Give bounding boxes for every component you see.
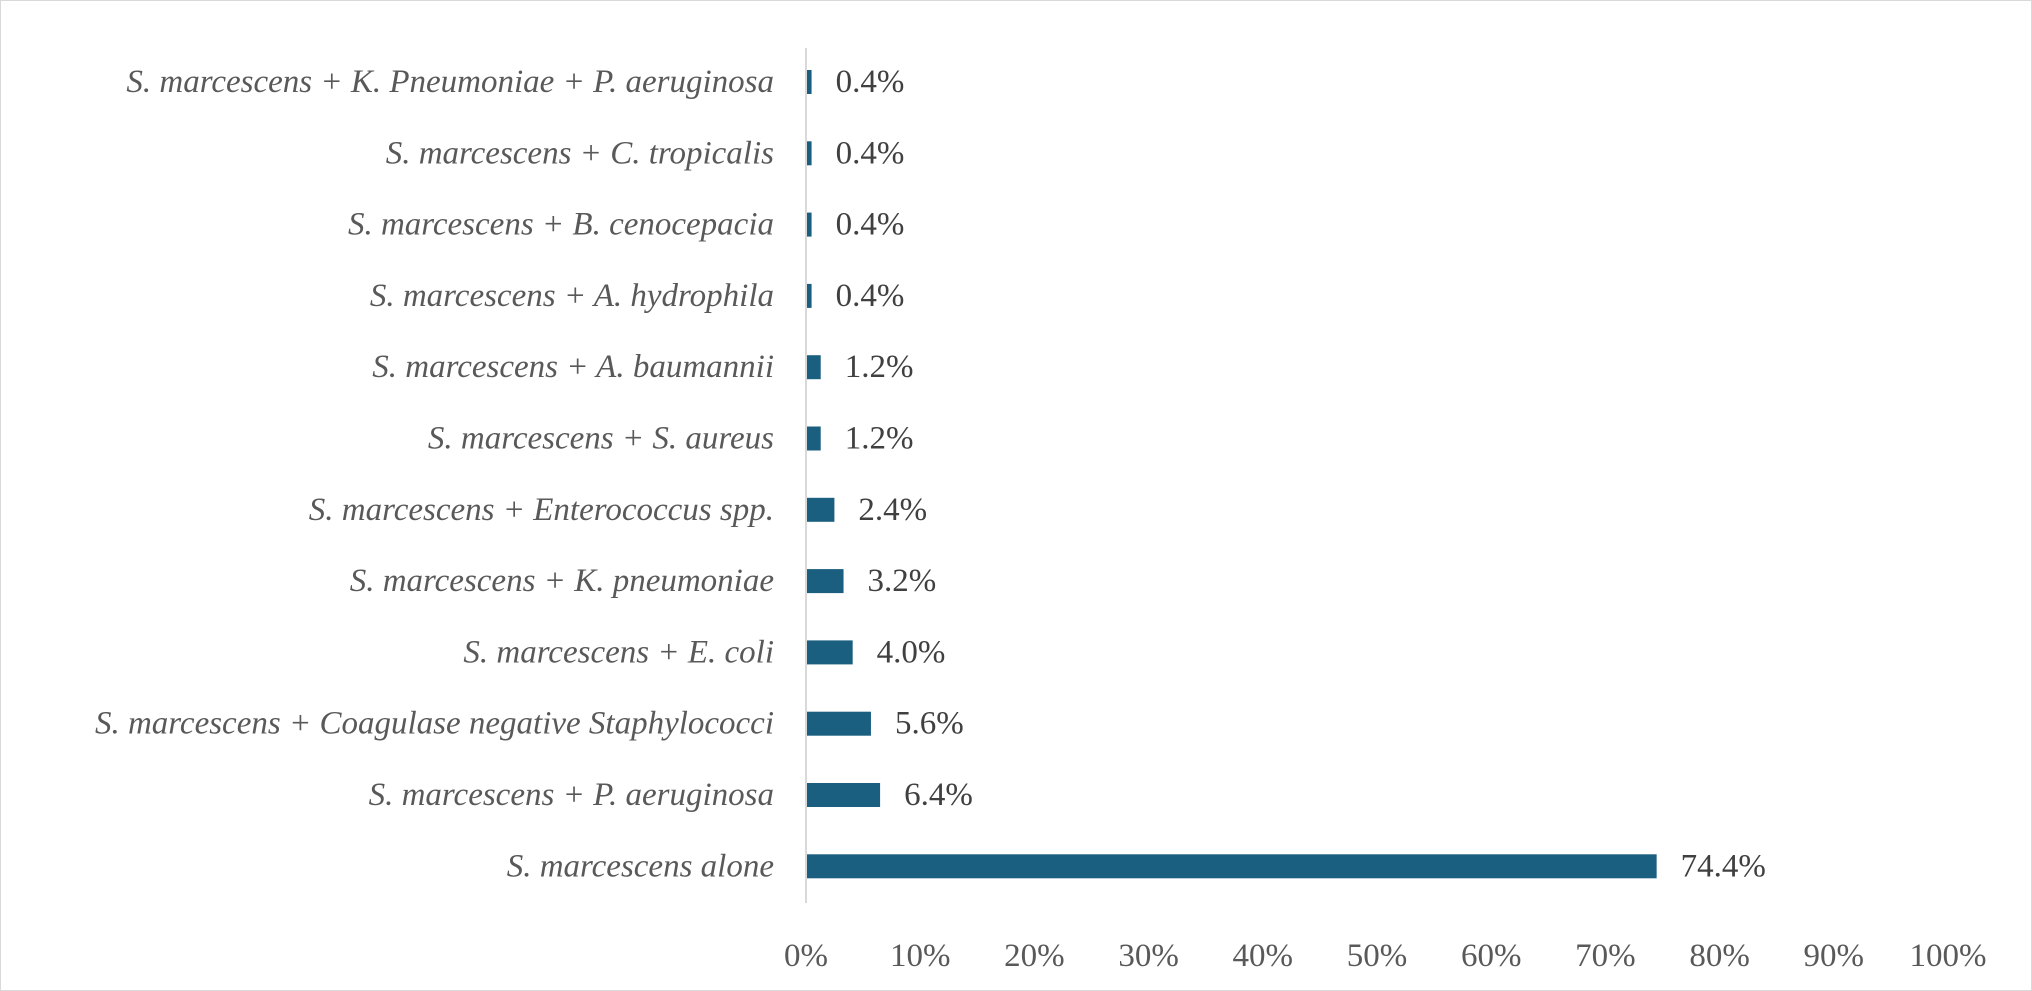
x-tick-label: 30% (1118, 938, 1179, 974)
bar (807, 355, 821, 380)
bar (807, 497, 835, 522)
bar (807, 783, 881, 807)
data-label: 5.6% (895, 706, 964, 742)
bar (807, 640, 853, 665)
x-tick-label: 80% (1689, 938, 1750, 974)
x-tick-label: 40% (1233, 938, 1294, 974)
data-label: 74.4% (1681, 848, 1766, 884)
x-tick-label: 20% (1004, 938, 1065, 974)
category-label: S. marcescens + Coagulase negative Staph… (95, 706, 774, 742)
bar (807, 70, 812, 94)
bar (807, 141, 812, 166)
x-tick-label: 10% (890, 938, 951, 974)
category-label: S. marcescens + K. Pneumoniae + P. aerug… (126, 64, 774, 100)
category-label: S. marcescens + C. tropicalis (386, 135, 774, 171)
category-label: S. marcescens + Enterococcus spp. (309, 492, 774, 528)
category-label: S. marcescens alone (507, 848, 774, 884)
category-label: S. marcescens + S. aureus (428, 421, 774, 457)
category-label: S. marcescens + P. aeruginosa (369, 777, 774, 813)
bar (807, 569, 844, 594)
x-tick-label: 0% (784, 938, 828, 974)
bar (807, 212, 812, 237)
data-label: 3.2% (868, 563, 937, 599)
bar (807, 711, 871, 736)
data-label: 0.4% (836, 135, 905, 171)
x-tick-label: 90% (1804, 938, 1865, 974)
data-label: 1.2% (845, 421, 914, 457)
data-label: 0.4% (836, 64, 905, 100)
category-label: S. marcescens + A. hydrophila (370, 278, 774, 314)
x-tick-label: 50% (1347, 938, 1408, 974)
category-label: S. marcescens + E. coli (463, 634, 774, 670)
data-label: 2.4% (858, 492, 927, 528)
bar (807, 854, 1657, 879)
x-tick-label: 70% (1575, 938, 1636, 974)
data-label: 0.4% (836, 278, 905, 314)
bar (807, 426, 821, 451)
bar (807, 283, 812, 308)
data-label: 0.4% (836, 207, 905, 243)
category-label: S. marcescens + A. baumannii (372, 349, 774, 385)
category-label: S. marcescens + B. cenocepacia (348, 207, 774, 243)
data-label: 6.4% (904, 777, 973, 813)
x-tick-label: 100% (1910, 938, 1987, 974)
data-label: 1.2% (845, 349, 914, 385)
data-label: 4.0% (877, 634, 946, 670)
x-tick-label: 60% (1461, 938, 1522, 974)
category-label: S. marcescens + K. pneumoniae (350, 563, 774, 599)
